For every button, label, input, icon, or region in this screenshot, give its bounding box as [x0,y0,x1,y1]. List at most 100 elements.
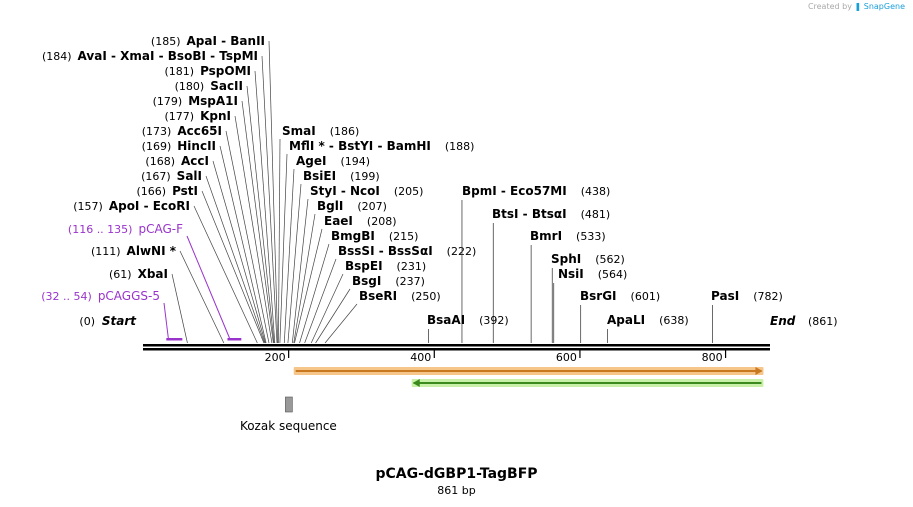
right-site-leader [294,228,323,344]
snapgene-logo-icon: ❚ [854,2,862,11]
left-site-8-pos: (169) [142,140,172,153]
left-site-leader [193,205,258,344]
right-site-1-pos: (186) [330,125,360,138]
left-site-6-name: KpnI [200,109,231,123]
backbone-bottom-strand [143,348,770,351]
end-label: End [770,314,796,328]
left-site-4-pos: (180) [175,80,205,93]
orange-orf-arrowhead [755,367,763,375]
kozak-marker [285,396,293,413]
mid-site-9-name: ApaLI [607,313,645,327]
left-site-6-pos: (177) [165,110,195,123]
left-site-13-name: AlwNI * [127,244,177,258]
start-label: Start [102,314,137,328]
mid-site-3-pos: (533) [576,230,606,243]
left-site-2-name: AvaI - XmaI - BsoBI - TspMI [78,49,258,63]
primer-2-pos: (32 .. 54) [41,290,92,303]
right-site-8-pos: (215) [389,230,419,243]
left-site-leader [201,190,265,344]
start-pos-label: (0) [79,315,95,328]
backbone-top-strand [143,344,770,347]
right-site-2-name: MflI * - BstYI - BamHI [289,139,431,153]
right-site-8-name: BmgBI [331,229,375,243]
primer-leader [163,302,169,339]
left-site-7-name: Acc65I [177,124,222,138]
left-site-leader [246,85,275,344]
right-site-12-pos: (250) [411,290,441,303]
right-site-11-name: BsgI [352,274,381,288]
left-site-leader [254,70,276,344]
left-site-14-name: XbaI [138,267,168,281]
right-site-11-pos: (237) [395,275,425,288]
mid-site-8-pos: (392) [479,314,509,327]
mid-site-3-name: BmrI [530,229,562,243]
created-by-credit: Created by ❚ SnapGene [808,2,905,11]
left-site-leader [205,175,265,344]
right-site-6-pos: (207) [357,200,387,213]
ruler-tick-label: 200 [265,351,286,364]
mid-site-7-pos: (782) [753,290,783,303]
right-site-10-pos: (231) [397,260,427,273]
left-site-leader [241,100,274,344]
left-site-10-name: SalI [177,169,202,183]
right-site-leader [304,258,337,344]
left-site-leader [268,40,279,344]
right-site-leader [279,153,288,344]
right-site-5-name: StyI - NcoI [310,184,380,198]
right-site-10-name: BspEI [345,259,383,273]
left-site-5-pos: (179) [153,95,183,108]
mid-site-7-name: PasI [711,289,739,303]
left-site-leader [179,250,225,344]
mid-site-5-pos: (564) [598,268,628,281]
right-site-5-pos: (205) [394,185,424,198]
right-site-3-pos: (194) [340,155,370,168]
left-site-12-name: ApoI - EcoRI [109,199,190,213]
right-site-leader [291,198,309,344]
left-site-4-name: SacII [210,79,243,93]
ruler-tick-label: 600 [556,351,577,364]
mid-site-1-name: BpmI - Eco57MI [462,184,567,198]
left-site-leader [171,273,188,344]
mid-site-1-pos: (438) [581,185,611,198]
right-site-leader [283,168,295,344]
right-site-leader [287,183,302,344]
left-site-leader [212,160,266,344]
kozak-label: Kozak sequence [240,419,337,433]
left-site-13-pos: (111) [91,245,121,258]
left-site-1-pos: (185) [151,35,181,48]
right-site-12-name: BseRI [359,289,397,303]
sequence-length: 861 bp [437,484,476,497]
left-site-3-pos: (181) [164,65,194,78]
right-site-3-name: AgeI [296,154,326,168]
left-site-11-pos: (166) [136,185,166,198]
right-site-leader [310,273,344,344]
mid-site-4-name: SphI [551,252,581,266]
end-pos-label: (861) [808,315,838,328]
left-site-5-name: MspA1I [188,94,238,108]
mid-site-2-name: BtsI - BtsαI [492,207,567,221]
right-site-leader [315,288,351,344]
mid-site-9-pos: (638) [659,314,689,327]
right-site-leader [299,243,330,344]
primer-1-name: pCAG-F [138,222,183,236]
left-site-9-name: AccI [181,154,209,168]
left-site-leader [234,115,273,344]
right-site-leader [293,213,316,344]
left-site-8-name: HincII [177,139,216,153]
left-site-9-pos: (168) [145,155,175,168]
primer-1-pos: (116 .. 135) [68,223,133,236]
left-site-7-pos: (173) [142,125,172,138]
right-site-6-name: BglI [317,199,343,213]
right-site-4-pos: (199) [350,170,380,183]
left-site-10-pos: (167) [141,170,171,183]
left-site-leader [225,130,270,344]
right-site-4-name: BsiEI [303,169,336,183]
ruler-tick-label: 800 [702,351,723,364]
left-site-12-pos: (157) [73,200,103,213]
left-site-14-pos: (61) [109,268,132,281]
left-site-2-pos: (184) [42,50,72,63]
snapgene-brand: SnapGene [863,2,905,11]
primer-leader [186,235,230,339]
right-site-7-pos: (208) [367,215,397,228]
